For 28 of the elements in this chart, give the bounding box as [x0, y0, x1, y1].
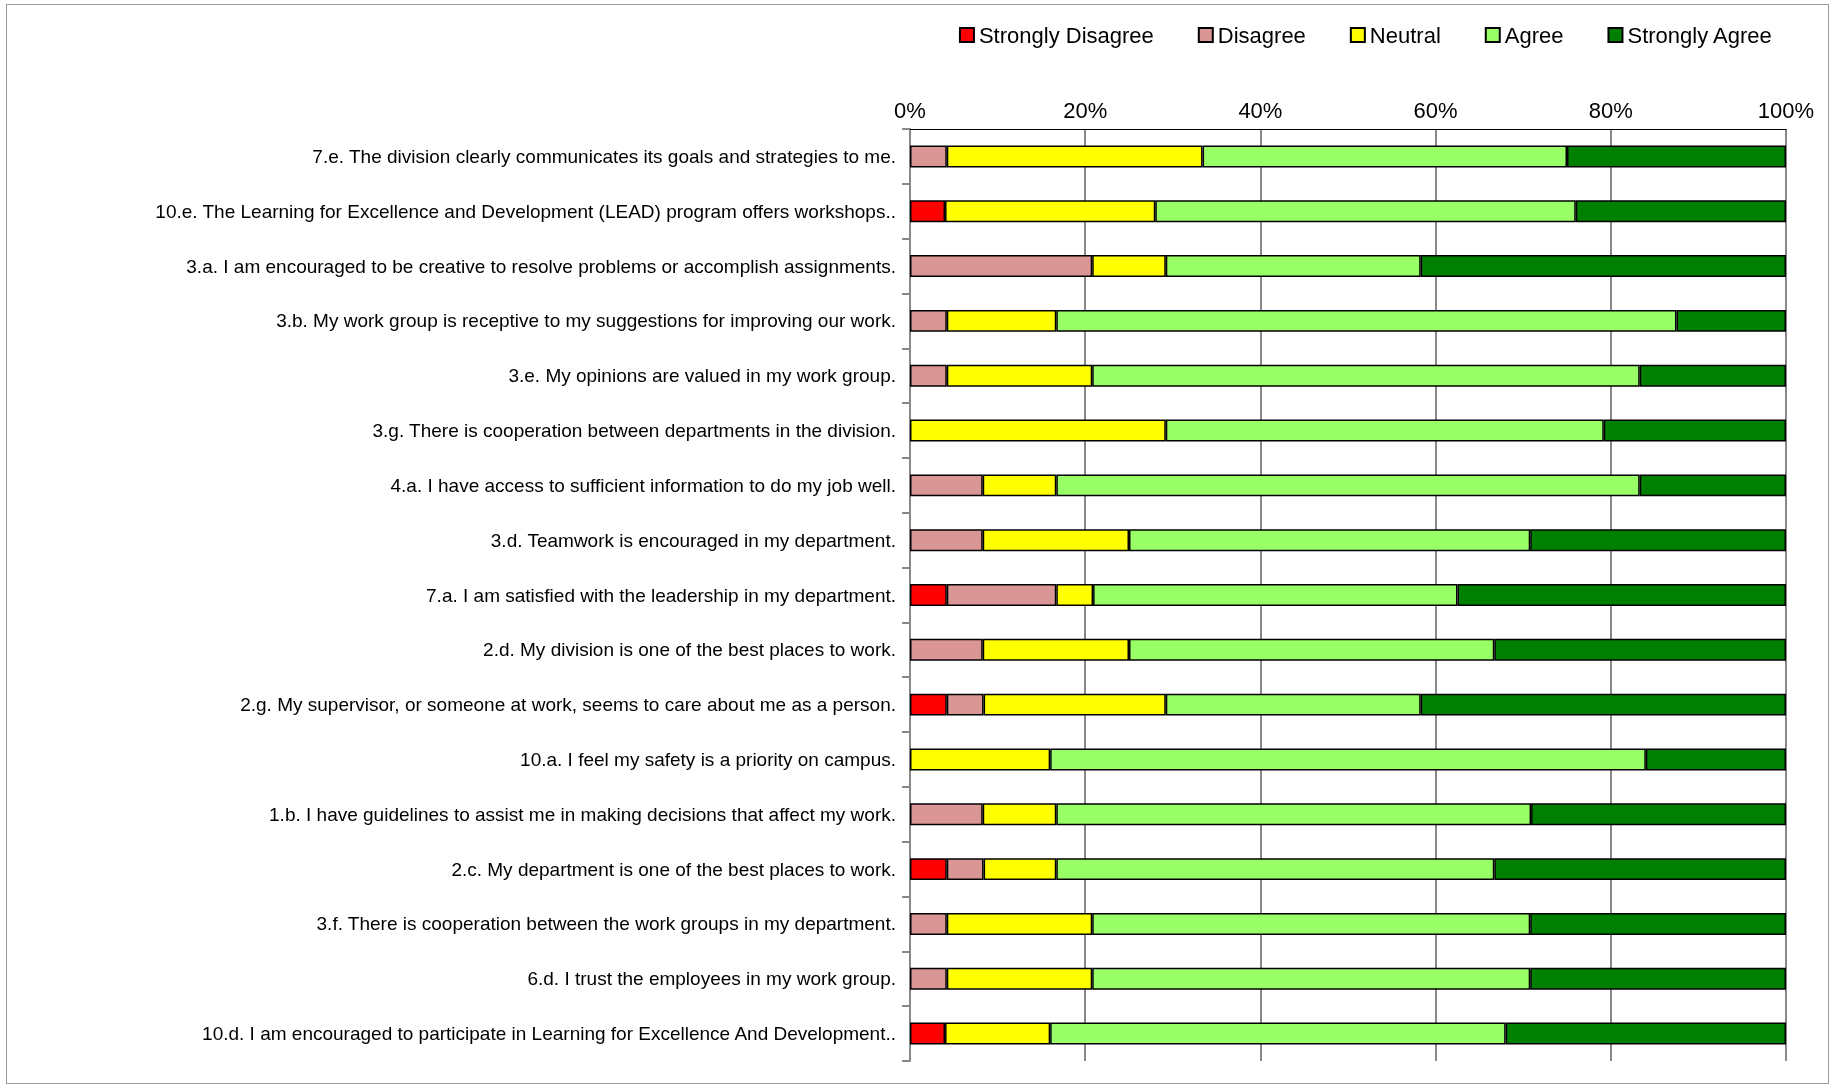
- y-tick-label: 3.b. My work group is receptive to my suggestions for improving our work.: [276, 310, 896, 332]
- y-tick-label: 3.g. There is cooperation between departments in the division.: [372, 420, 896, 442]
- y-tick-label: 10.d. I am encouraged to participate in Learning for Excellence And Development..: [202, 1023, 896, 1045]
- y-tick-label: 10.a. I feel my safety is a priority on campus.: [520, 748, 896, 770]
- legend-label: Strongly Agree: [1627, 22, 1772, 48]
- y-tick-label: 10.e. The Learning for Excellence and Development (LEAD) program offers workshops..: [155, 200, 896, 222]
- y-tick-label: 3.d. Teamwork is encouraged in my department.: [490, 529, 896, 551]
- x-tick-label: 80%: [1588, 97, 1633, 123]
- y-tick-label: 3.f. There is cooperation between the work groups in my department.: [316, 913, 896, 935]
- y-tick-label: 7.a. I am satisfied with the leadership in my department.: [426, 584, 896, 606]
- y-tick-label: 2.c. My department is one of the best places to work.: [451, 858, 896, 880]
- y-tick-label: 2.g. My supervisor, or someone at work, seems to care about me as a person.: [240, 694, 896, 716]
- legend-label: Strongly Disagree: [978, 22, 1154, 48]
- x-tick-label: 40%: [1238, 97, 1283, 123]
- y-tick-label: 7.e. The division clearly communicates its goals and strategies to me.: [312, 145, 896, 167]
- x-tick-label: 0%: [894, 97, 926, 123]
- x-tick-label: 100%: [1757, 97, 1815, 123]
- y-tick-label: 2.d. My division is one of the best places to work.: [483, 639, 896, 661]
- legend-label: Agree: [1504, 22, 1564, 48]
- y-tick-label: 3.a. I am encouraged to be creative to resolve problems or accomplish assignments.: [186, 255, 896, 277]
- y-tick-label: 3.e. My opinions are valued in my work group.: [508, 365, 896, 387]
- legend-label: Neutral: [1369, 22, 1441, 48]
- x-tick-label: 60%: [1413, 97, 1458, 123]
- legend-label: Disagree: [1217, 22, 1306, 48]
- y-tick-label: 4.a. I have access to sufficient information to do my job well.: [390, 474, 896, 496]
- y-tick-label: 6.d. I trust the employees in my work group.: [527, 968, 896, 990]
- x-tick-label: 20%: [1063, 97, 1108, 123]
- y-tick-label: 1.b. I have guidelines to assist me in making decisions that affect my work.: [269, 803, 896, 825]
